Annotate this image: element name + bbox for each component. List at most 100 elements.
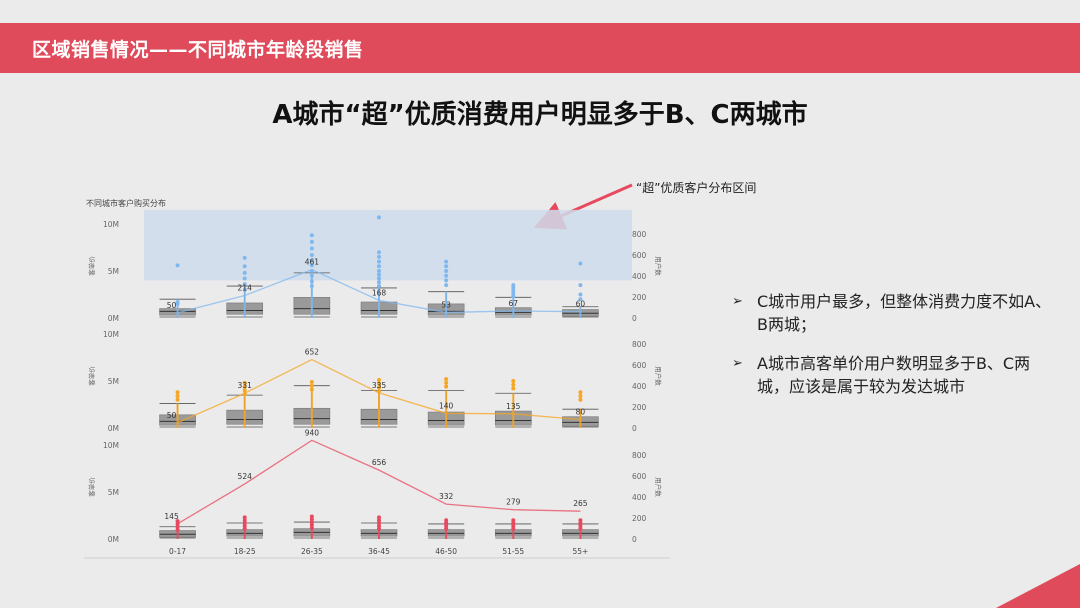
right-tick-label: 400 xyxy=(632,493,647,502)
right-axis-label: 用户数 xyxy=(654,256,663,276)
left-tick-label: 5M xyxy=(108,488,119,497)
user-count-line xyxy=(177,439,581,525)
outlier-point xyxy=(309,284,314,289)
right-tick-label: 200 xyxy=(632,293,647,302)
outlier-point xyxy=(175,519,180,524)
outlier-point xyxy=(377,385,381,390)
header-title: 区域销售情况——不同城市年龄段销售 xyxy=(32,39,364,61)
x-tick-label: 0-17 xyxy=(169,547,186,556)
outlier-point xyxy=(309,253,314,258)
x-tick-label: 36-45 xyxy=(368,547,390,556)
right-tick-label: 600 xyxy=(632,251,647,260)
outlier-point xyxy=(309,383,314,388)
chart-title: 不同城市客户购买分布 xyxy=(86,198,166,208)
highlight-region xyxy=(144,209,632,281)
right-tick-label: 600 xyxy=(632,361,647,370)
outlier-point xyxy=(511,285,516,290)
outlier-point xyxy=(578,523,583,528)
right-tick-label: 600 xyxy=(632,472,647,481)
x-tick-label: 26-35 xyxy=(301,547,323,556)
left-axis-label: 客单价 xyxy=(87,366,96,386)
outlier-point xyxy=(377,276,381,281)
bullet-text: C城市用户最多，但整体消费力度不如A、B两城； xyxy=(757,292,1052,334)
outlier-point xyxy=(377,523,381,528)
user-count-label: 60 xyxy=(576,300,586,309)
outlier-point xyxy=(444,518,449,523)
outlier-point xyxy=(578,390,583,395)
outlier-point xyxy=(242,287,247,292)
outlier-point xyxy=(309,239,314,244)
user-count-label: 279 xyxy=(506,498,521,507)
outlier-point xyxy=(175,300,180,305)
outlier-point xyxy=(175,524,180,529)
outlier-point xyxy=(175,394,180,399)
user-count-label: 656 xyxy=(372,458,387,467)
left-tick-label: 10M xyxy=(103,330,119,339)
outlier-point xyxy=(578,283,583,288)
outlier-point xyxy=(309,520,314,525)
outlier-point xyxy=(309,279,314,284)
outlier-point xyxy=(175,263,180,268)
outlier-point xyxy=(309,379,314,384)
right-tick-label: 400 xyxy=(632,382,647,391)
outlier-point xyxy=(242,515,247,520)
outlier-point xyxy=(444,526,449,531)
outlier-point xyxy=(578,292,583,297)
x-tick-label: 55+ xyxy=(573,547,589,556)
outlier-point xyxy=(444,523,449,528)
outlier-point xyxy=(511,526,516,531)
outlier-point xyxy=(377,518,381,523)
outlier-point xyxy=(377,381,381,386)
outlier-point xyxy=(511,283,516,288)
outlier-point xyxy=(444,269,449,273)
left-tick-label: 10M xyxy=(103,220,119,229)
chart-svg: 不同城市客户购买分布0M5M10M客单价0200400600800用户数5021… xyxy=(84,198,670,559)
user-count-label: 135 xyxy=(506,402,521,411)
outlier-point xyxy=(444,384,449,389)
bullet-text: A城市高客单价用户数明显多于B、C两城，应该是属于较为发达城市 xyxy=(757,354,1031,396)
outlier-point xyxy=(578,261,583,266)
corner-triangle xyxy=(996,564,1080,608)
user-count-label: 265 xyxy=(573,499,588,508)
box-plot-chart: 不同城市客户购买分布 0M 5M 10M 客单价 0 200 400 600 800 用户数 50 21… xyxy=(84,194,670,562)
right-tick-label: 0 xyxy=(632,424,637,433)
user-count-label: 168 xyxy=(372,288,387,297)
outlier-point xyxy=(309,258,314,263)
outlier-point xyxy=(444,273,449,278)
left-tick-label: 5M xyxy=(108,267,119,276)
outlier-point xyxy=(444,521,449,526)
outlier-point xyxy=(377,254,381,259)
outlier-point xyxy=(309,525,314,530)
outlier-point xyxy=(444,264,449,269)
user-count-label: 140 xyxy=(439,401,454,410)
outlier-point xyxy=(511,386,516,391)
outlier-point xyxy=(242,380,247,385)
left-tick-label: 10M xyxy=(103,441,119,450)
outlier-point xyxy=(377,269,381,273)
outlier-point xyxy=(377,378,381,383)
user-count-label: 652 xyxy=(305,348,320,357)
outlier-point xyxy=(444,380,449,385)
outlier-point xyxy=(309,273,314,278)
outlier-point xyxy=(309,233,314,238)
left-tick-label: 0M xyxy=(108,314,119,323)
user-count-label: 214 xyxy=(238,284,253,293)
user-count-label: 53 xyxy=(441,300,451,309)
user-count-label: 50 xyxy=(167,411,177,420)
outlier-point xyxy=(377,521,381,526)
outlier-point xyxy=(511,294,516,299)
outlier-point xyxy=(511,518,516,523)
outlier-point xyxy=(309,263,314,268)
outlier-point xyxy=(377,259,381,264)
outlier-point xyxy=(511,382,516,387)
outlier-point xyxy=(309,514,314,519)
outlier-point xyxy=(377,284,381,289)
user-count-label: 80 xyxy=(576,408,586,417)
outlier-point xyxy=(444,278,449,283)
outlier-point xyxy=(242,264,247,269)
user-count-label: 332 xyxy=(439,492,454,501)
outlier-point xyxy=(242,270,247,275)
user-count-line xyxy=(177,268,581,314)
header-bar: 区域销售情况——不同城市年龄段销售 xyxy=(0,23,1080,73)
top-band xyxy=(0,0,1080,23)
